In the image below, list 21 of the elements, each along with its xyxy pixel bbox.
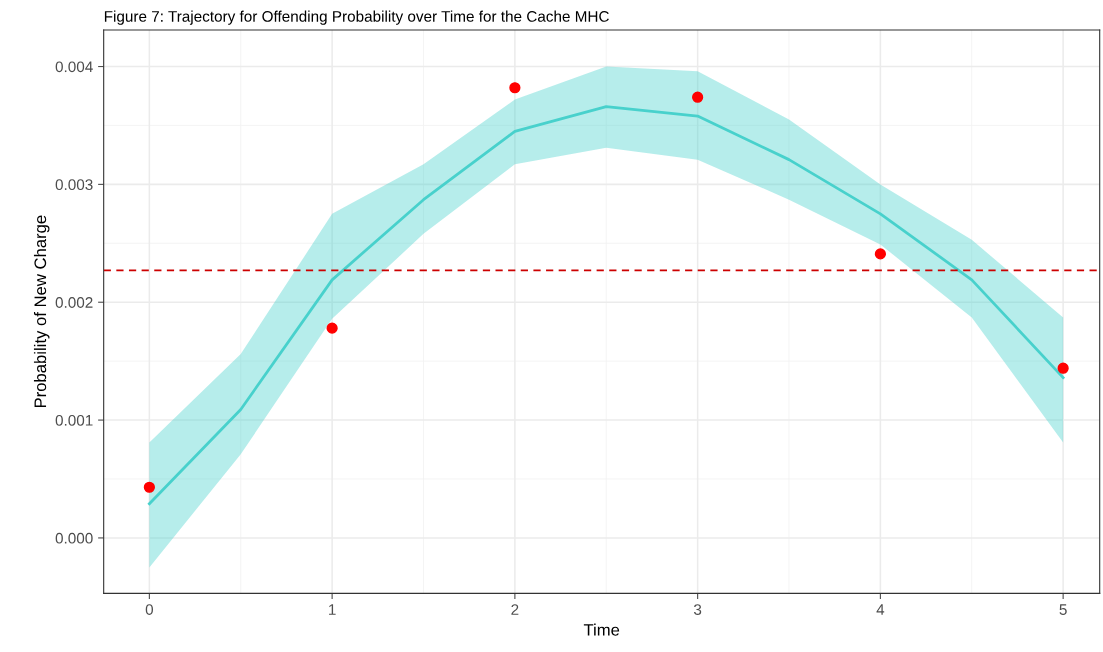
point <box>143 481 155 493</box>
x-tick-label: 0 <box>145 604 154 615</box>
x-axis-title: Time <box>583 623 620 636</box>
x-tick-label: 3 <box>693 604 702 615</box>
point <box>874 248 886 260</box>
point <box>509 82 521 94</box>
y-tick-label: 0.004 <box>55 61 93 73</box>
y-tick-label: 0.002 <box>55 297 93 308</box>
chart-title: Figure 7: Trajectory for Offending Probability over Time for the Cache MHC <box>104 10 609 25</box>
x-tick-label: 1 <box>329 604 336 615</box>
y-axis-title: Probability of New Charge <box>33 215 50 408</box>
point <box>1057 362 1069 374</box>
point <box>326 322 338 334</box>
x-tick-label: 2 <box>511 604 519 615</box>
y-tick-label: 0.001 <box>55 414 93 426</box>
line-series <box>147 105 1065 506</box>
x-tick-label: 5 <box>1059 604 1067 615</box>
x-tick-label: 4 <box>876 604 885 615</box>
y-tick-label: 0.003 <box>55 179 93 191</box>
point <box>692 91 704 103</box>
y-tick-label: 0.000 <box>55 532 93 544</box>
